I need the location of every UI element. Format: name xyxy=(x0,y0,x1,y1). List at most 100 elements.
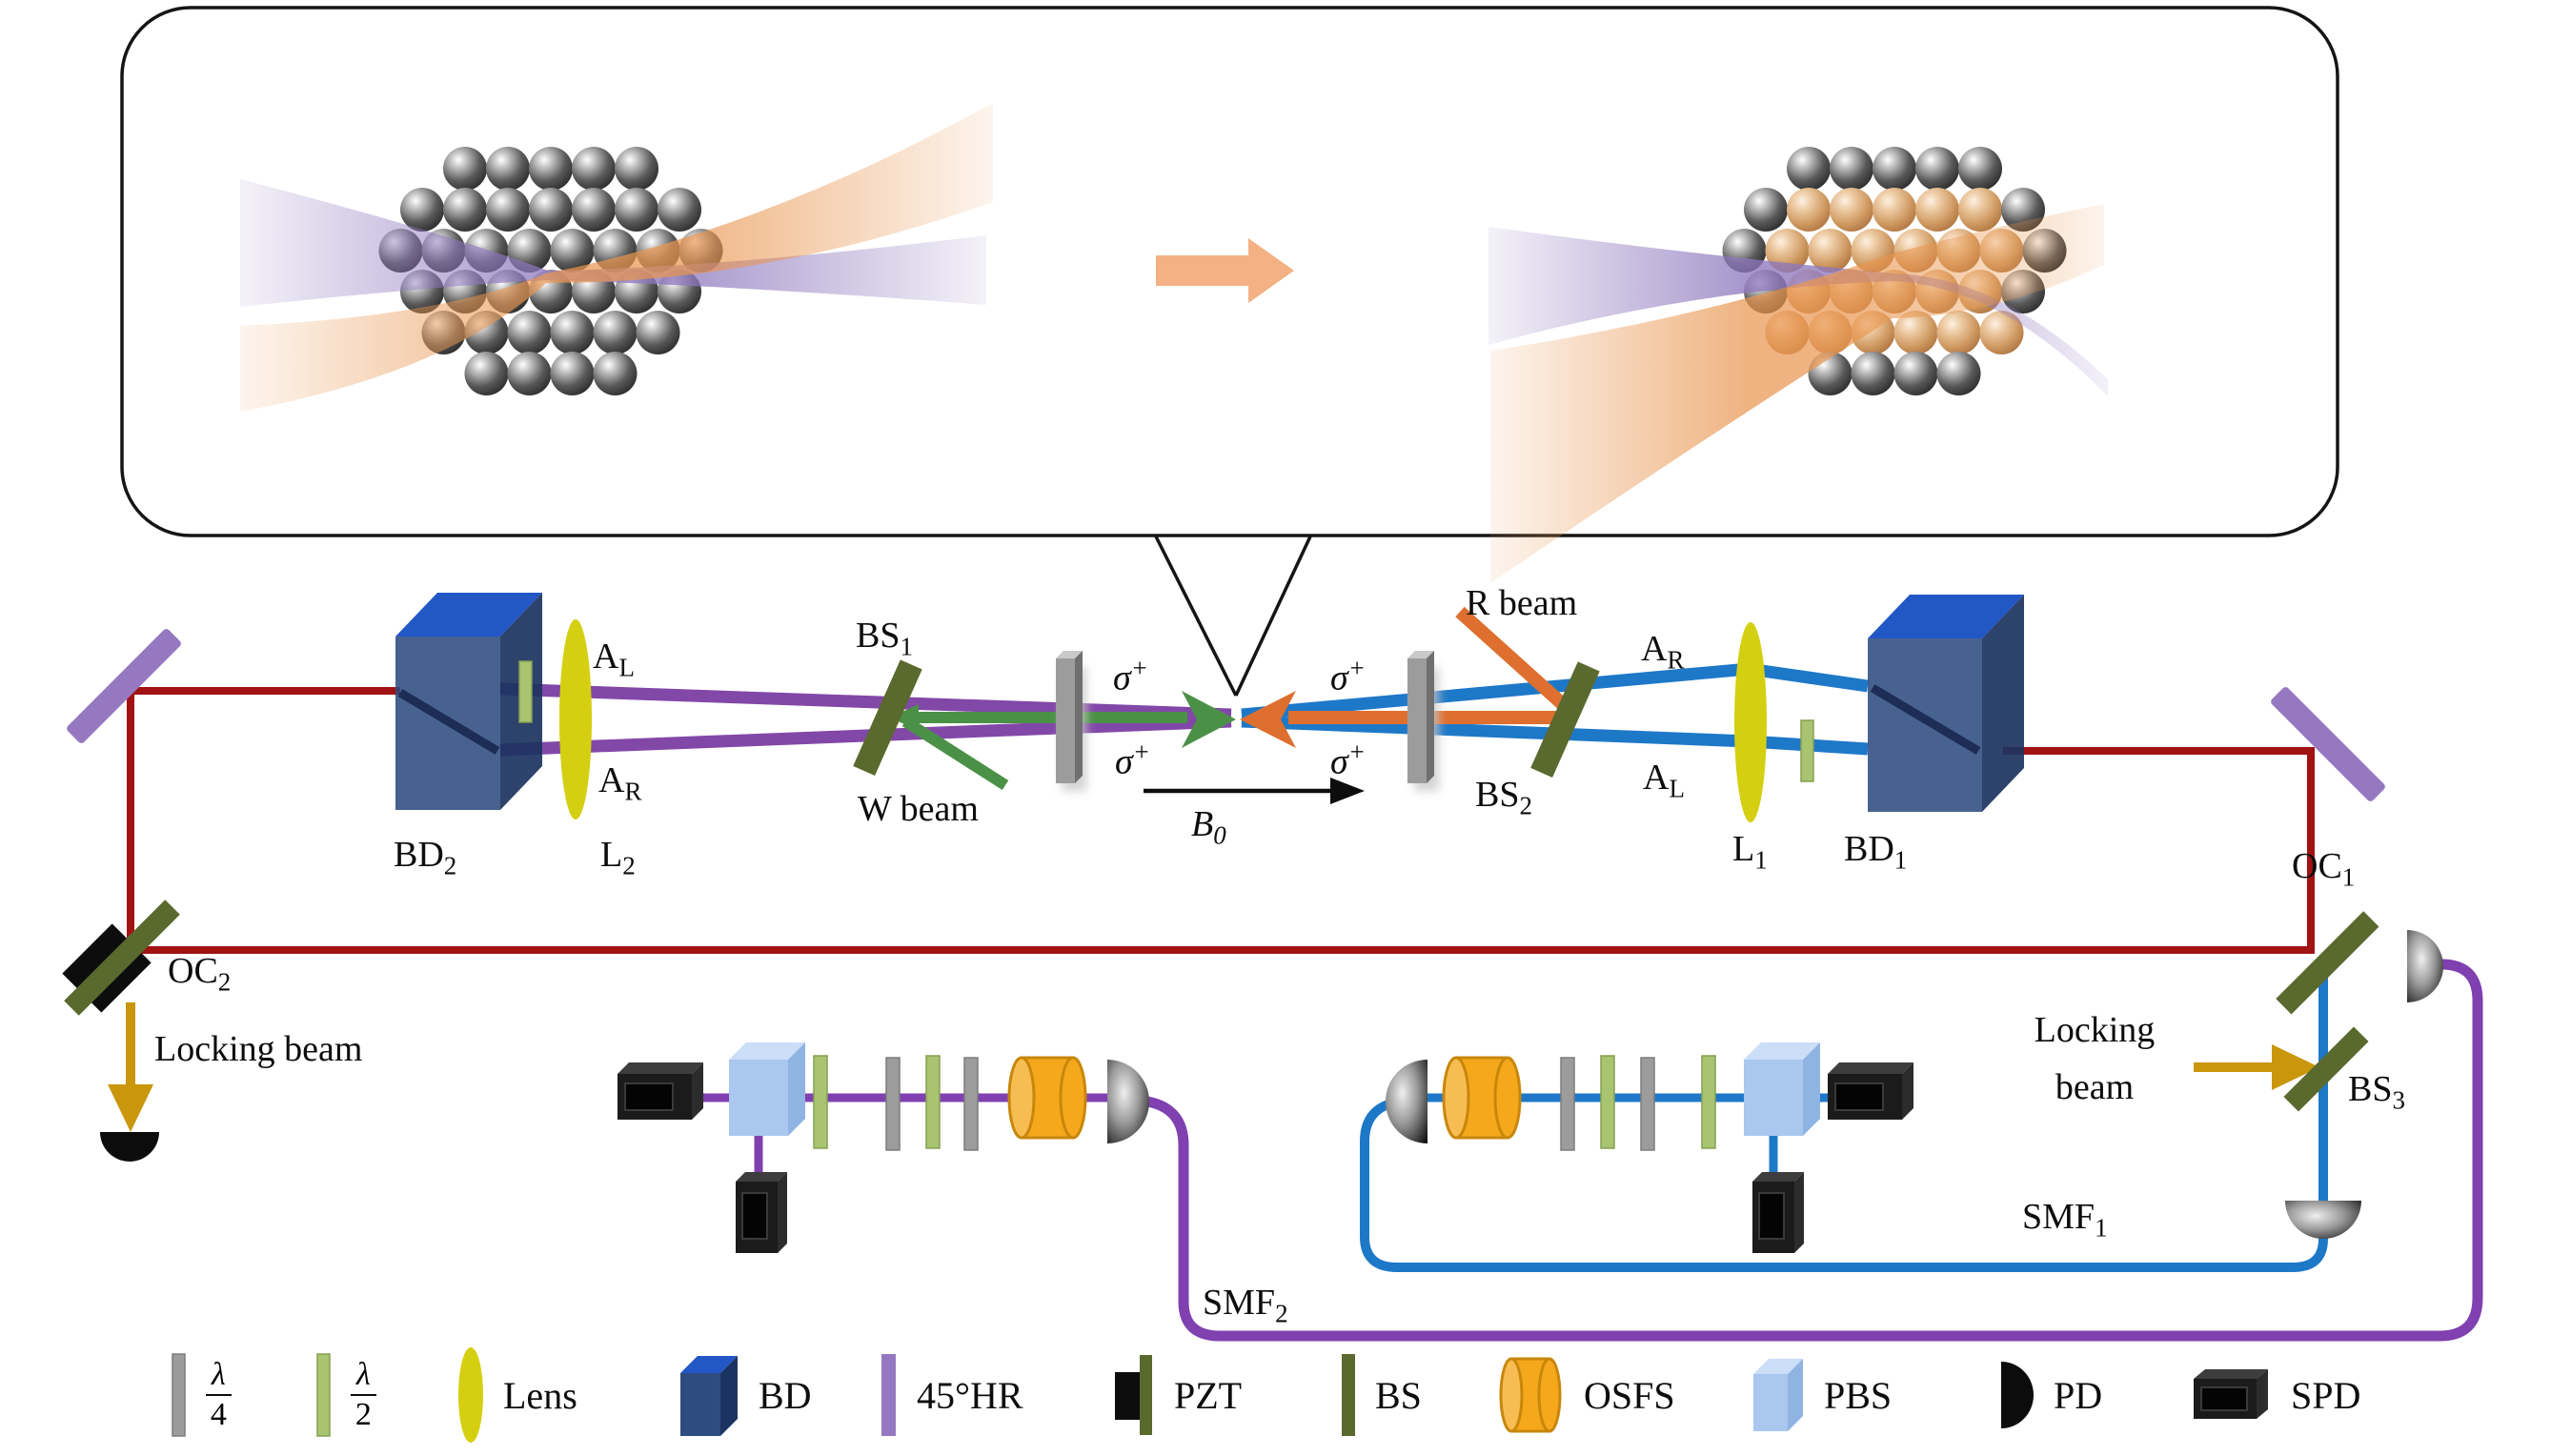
legend-item-pbs: PBS xyxy=(1751,1347,1892,1443)
osfs-left xyxy=(1007,1056,1087,1140)
b0-field-arrow xyxy=(1144,778,1365,804)
cavity-beam-red xyxy=(127,687,2315,954)
half-waveplate-right-arm xyxy=(1800,719,1814,782)
label-smf1: SMF1 xyxy=(2022,1197,2108,1243)
quarter-waveplate-center-right xyxy=(1407,651,1434,783)
half-waveplate-right-group-1 xyxy=(1600,1055,1615,1149)
spd-right-horizontal xyxy=(1828,1062,1913,1120)
atom-gray xyxy=(615,147,658,191)
atom-gray xyxy=(615,188,658,232)
atom-orange xyxy=(1765,229,1810,273)
atom-gray xyxy=(593,352,638,395)
label-al-left: AL xyxy=(593,637,635,682)
tweezer-beam-orange-right-scene xyxy=(1490,204,2104,583)
atom-gray xyxy=(1787,147,1831,191)
quarter-waveplate-icon xyxy=(172,1353,186,1437)
beam-displacer-bd1 xyxy=(1868,595,2024,812)
atom-gray xyxy=(658,188,701,232)
half-waveplate-right-group-2 xyxy=(1701,1055,1716,1149)
legend-label-pzt: PZT xyxy=(1174,1373,1243,1417)
label-w-beam: W beam xyxy=(858,789,979,829)
inset-border xyxy=(120,6,2339,537)
legend-item-spd: SPD xyxy=(2192,1347,2360,1443)
half-waveplate-left-arm xyxy=(518,660,533,723)
label-ar-left: AR xyxy=(598,760,642,806)
legend-label-lens: Lens xyxy=(503,1373,577,1417)
tweezer-beam-orange-left-scene xyxy=(240,103,993,412)
spd-right-vertical xyxy=(1752,1172,1804,1253)
atom-orange xyxy=(1808,229,1853,273)
atom-orange xyxy=(1787,188,1831,232)
atom-gray xyxy=(636,311,680,354)
output-coupler-oc2 xyxy=(64,900,180,1016)
atom-gray xyxy=(443,188,487,232)
label-bs3: BS3 xyxy=(2348,1069,2405,1115)
pbs-icon xyxy=(1753,1359,1803,1431)
atom-orange xyxy=(1958,188,2002,232)
beamsplitter-bs1 xyxy=(853,659,922,777)
label-oc1: OC1 xyxy=(2292,846,2356,892)
quarter-waveplate-center-left xyxy=(1056,651,1083,783)
label-sigma-upper-right: σ+ xyxy=(1330,654,1366,698)
transition-arrow-icon xyxy=(1156,238,1294,303)
osfs-icon xyxy=(1499,1357,1562,1433)
label-sigma-upper-left: σ+ xyxy=(1113,654,1148,698)
atom-gray xyxy=(593,311,638,354)
pbs-right xyxy=(1744,1042,1820,1136)
atom-gray xyxy=(486,188,530,232)
label-l1: L1 xyxy=(1732,829,1768,875)
atom-gray xyxy=(486,147,530,191)
atom-orange xyxy=(1893,311,1938,354)
locking-beam-right-arrow xyxy=(2194,1044,2319,1090)
atom-gray xyxy=(1893,352,1938,395)
half-waveplate-left-group-1 xyxy=(813,1055,828,1149)
lens-l1 xyxy=(1734,622,1767,822)
label-sigma-lower-left: σ+ xyxy=(1115,738,1150,782)
quarter-waveplate-left-group-2 xyxy=(963,1057,979,1151)
mirror-45hr-right xyxy=(2271,687,2385,801)
legend-label-osfs: OSFS xyxy=(1584,1373,1675,1417)
label-al-right: AL xyxy=(1643,758,1685,803)
spd-icon xyxy=(2194,1369,2268,1419)
mirror-45hr-left xyxy=(67,629,181,743)
r-beam-diagonal xyxy=(1455,606,1579,720)
atom-gray xyxy=(464,352,509,395)
fiber-coupler-oc1-icon xyxy=(2407,930,2443,1002)
w-beam-arrowhead-icon xyxy=(890,704,919,731)
atom-gray xyxy=(1851,352,1895,395)
beamsplitter-bs3 xyxy=(2283,1026,2369,1112)
legend-item-lens: Lens xyxy=(456,1347,577,1443)
atom-gray xyxy=(1873,147,1916,191)
atom-gray xyxy=(507,311,552,354)
beamsplitter-icon xyxy=(1342,1354,1355,1436)
beam-purple-lower xyxy=(499,715,1232,757)
pzt-icon xyxy=(1115,1355,1152,1435)
label-bd1: BD1 xyxy=(1844,829,1908,875)
beamsplitter-bs2 xyxy=(1530,661,1600,779)
mirror-45hr-icon xyxy=(881,1354,896,1436)
legend-label-pd: PD xyxy=(2054,1373,2103,1417)
atom-gray xyxy=(1915,147,1959,191)
atom-gray xyxy=(1958,147,2002,191)
atom-gray xyxy=(443,147,487,191)
atom-gray xyxy=(550,229,595,273)
atom-gray xyxy=(1744,188,1788,232)
label-bd2: BD2 xyxy=(394,835,457,880)
lens-l2 xyxy=(559,619,592,819)
atom-orange xyxy=(1873,188,1916,232)
atom-gray xyxy=(529,188,573,232)
spd-left-vertical xyxy=(736,1172,787,1253)
label-l2: L2 xyxy=(600,835,636,880)
legend-label-pbs: PBS xyxy=(1824,1373,1893,1417)
label-bs2: BS2 xyxy=(1475,775,1532,820)
inset-callout-lines xyxy=(1154,536,1312,697)
legend-label-bs: BS xyxy=(1375,1373,1422,1417)
legend-item-45hr: 45°HR xyxy=(879,1347,1023,1443)
beam-displacer-icon xyxy=(680,1356,738,1436)
quarter-waveplate-right-group-1 xyxy=(1560,1057,1575,1151)
fiber-coupler-right-icon xyxy=(1386,1060,1427,1143)
atom-gray xyxy=(400,188,444,232)
atom-gray xyxy=(529,147,573,191)
